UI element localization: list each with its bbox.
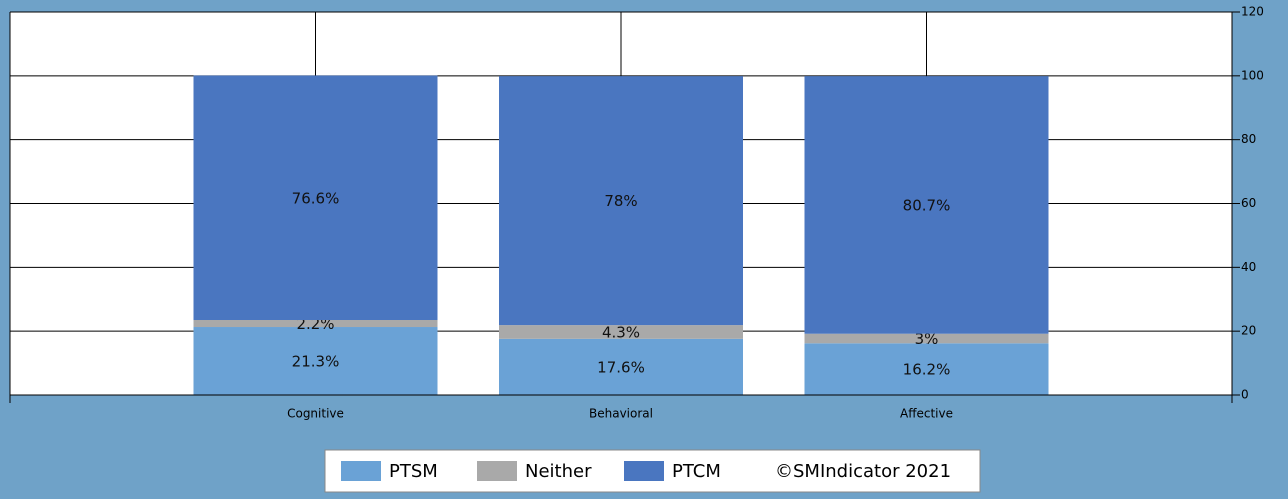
legend-label: PTSM — [389, 461, 438, 482]
x-tick-label: Behavioral — [589, 407, 653, 421]
data-label: 76.6% — [292, 189, 340, 207]
bar-segment — [499, 325, 743, 339]
data-label: 16.2% — [903, 361, 951, 379]
data-label: 3% — [915, 330, 939, 348]
bar-segment — [193, 319, 438, 328]
legend-label: PTCM — [672, 461, 721, 482]
legend-swatch — [477, 461, 517, 481]
legend-note: ©SMIndicator 2021 — [775, 461, 951, 482]
y-tick-label: 80 — [1241, 132, 1256, 146]
bar-segment — [499, 338, 743, 395]
y-tick-label: 0 — [1241, 388, 1249, 402]
bar-segment — [804, 333, 1049, 344]
y-tick-label: 60 — [1241, 196, 1256, 210]
bar-segment — [193, 75, 438, 320]
data-label: 80.7% — [903, 196, 951, 214]
x-tick-label: Cognitive — [287, 407, 344, 421]
y-tick-label: 100 — [1241, 68, 1264, 82]
bar-segment — [804, 343, 1049, 395]
y-tick-label: 40 — [1241, 260, 1256, 274]
bar-segment — [499, 76, 743, 326]
bar-segment — [804, 76, 1049, 334]
legend-swatch — [624, 461, 664, 481]
data-label: 17.6% — [597, 358, 645, 376]
data-label: 78% — [604, 192, 637, 210]
bar-segment — [193, 327, 438, 395]
y-tick-label: 20 — [1241, 324, 1256, 338]
legend-label: Neither — [525, 461, 592, 482]
legend-swatch — [341, 461, 381, 481]
data-label: 21.3% — [292, 353, 340, 371]
x-tick-label: Affective — [900, 407, 953, 421]
y-tick-label: 120 — [1241, 5, 1264, 19]
data-label: 4.3% — [602, 323, 640, 341]
